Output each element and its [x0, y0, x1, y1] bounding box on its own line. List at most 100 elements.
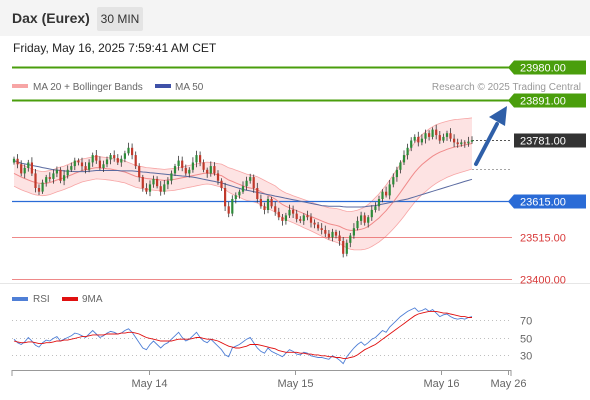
- candle: [302, 213, 305, 225]
- timeframe-badge[interactable]: 30 MIN: [97, 7, 143, 31]
- candle: [30, 157, 33, 176]
- candle-body: [148, 184, 152, 192]
- candle: [88, 159, 91, 173]
- candle-body: [41, 182, 44, 192]
- candle-body: [435, 129, 438, 136]
- candle: [177, 155, 180, 171]
- candle-body: [66, 169, 69, 176]
- candle: [188, 167, 191, 178]
- candle-body: [463, 142, 466, 144]
- level-label-bg: [514, 133, 586, 148]
- candle: [295, 209, 298, 223]
- candle-body: [195, 155, 198, 163]
- candle: [417, 131, 420, 147]
- candle-body: [277, 211, 280, 218]
- candle: [399, 160, 402, 174]
- candle-body: [445, 133, 449, 137]
- candle: [231, 195, 234, 217]
- candle-body: [266, 199, 270, 210]
- candle: [102, 160, 105, 172]
- candle-body: [95, 155, 98, 161]
- candle: [306, 210, 309, 221]
- candle: [428, 130, 431, 141]
- candle: [16, 154, 19, 169]
- candle: [131, 143, 134, 160]
- candle-body: [141, 177, 144, 189]
- x-axis: May 14 May 15 May 16 May 26: [131, 370, 527, 390]
- candle-body: [138, 166, 141, 178]
- candle-body: [313, 222, 316, 225]
- candle: [245, 176, 248, 191]
- candle: [370, 205, 373, 221]
- candle: [392, 173, 395, 188]
- x-tick-label: May 15: [277, 378, 313, 390]
- candle: [120, 155, 123, 167]
- candle-body: [259, 199, 262, 207]
- candle: [331, 228, 334, 242]
- candle-body: [374, 206, 377, 210]
- candle-body: [256, 188, 259, 199]
- candle-body: [188, 169, 191, 174]
- x-tick-label: May 16: [423, 378, 459, 390]
- candle: [134, 151, 137, 169]
- candle: [424, 129, 427, 144]
- candle-body: [431, 129, 434, 137]
- candle: [363, 212, 366, 226]
- candle-body: [299, 219, 302, 221]
- candle-body: [327, 233, 330, 238]
- candle-body: [306, 215, 309, 218]
- candle-body: [360, 215, 363, 221]
- candle-body: [320, 228, 323, 230]
- candle-body: [109, 155, 112, 160]
- candle-body: [37, 188, 41, 192]
- candle: [159, 181, 162, 196]
- candle-body: [234, 195, 237, 199]
- candle: [360, 211, 363, 225]
- rsi-ma-legend-swatch: [62, 297, 78, 301]
- candle: [109, 153, 112, 165]
- candle-body: [224, 188, 227, 207]
- candle-body: [145, 188, 148, 192]
- candle: [402, 150, 406, 165]
- candle: [309, 213, 313, 228]
- candle-body: [456, 142, 459, 145]
- datetime-label: Friday, May 16, 2025 7:59:41 AM CET: [13, 41, 217, 55]
- level-label: 23891.00: [520, 96, 566, 108]
- candle-body: [442, 136, 445, 141]
- candle: [467, 136, 470, 147]
- candle: [37, 184, 41, 195]
- candle-body: [249, 177, 252, 181]
- candle: [59, 167, 62, 184]
- candle-body: [460, 142, 463, 145]
- candle: [227, 201, 230, 218]
- level-label-bg: [514, 194, 586, 209]
- candle-body: [152, 178, 155, 185]
- candle-body: [184, 167, 187, 174]
- candle-body: [88, 162, 91, 170]
- header-bar: Dax (Eurex) 30 MIN: [0, 0, 590, 36]
- candle-body: [45, 177, 48, 183]
- candle: [456, 138, 459, 148]
- candle: [195, 150, 198, 168]
- candle: [191, 157, 194, 173]
- candle-body: [159, 186, 162, 192]
- candle-body: [395, 169, 398, 178]
- candle-body: [402, 155, 406, 163]
- level-label-tip: [508, 60, 514, 75]
- candle: [367, 215, 370, 228]
- candle: [449, 128, 452, 142]
- candle: [274, 201, 277, 216]
- candle: [73, 157, 76, 171]
- candle: [377, 195, 381, 211]
- candle: [238, 189, 241, 199]
- candle-body: [27, 162, 30, 168]
- candle-body: [345, 242, 348, 254]
- candle-body: [453, 138, 456, 143]
- candle: [148, 180, 152, 197]
- candle: [356, 216, 359, 231]
- candle: [463, 140, 466, 148]
- candle-body: [48, 177, 51, 179]
- candle-body: [377, 199, 381, 207]
